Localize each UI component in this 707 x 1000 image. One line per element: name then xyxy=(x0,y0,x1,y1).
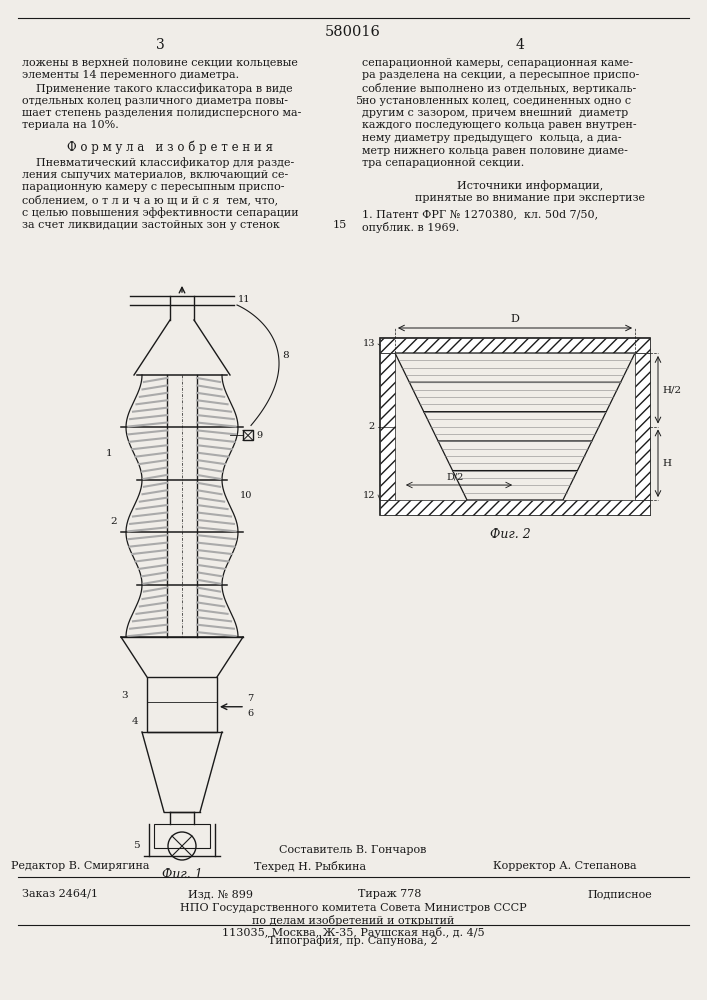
Text: принятые во внимание при экспертизе: принятые во внимание при экспертизе xyxy=(415,193,645,203)
Text: Фиг. 2: Фиг. 2 xyxy=(490,528,530,542)
Text: 113035, Москва, Ж-35, Раушская наб., д. 4/5: 113035, Москва, Ж-35, Раушская наб., д. … xyxy=(222,927,484,938)
Text: каждого последующего кольца равен внутрен-: каждого последующего кольца равен внутре… xyxy=(362,120,636,130)
Text: Составитель В. Гончаров: Составитель В. Гончаров xyxy=(279,845,427,855)
Text: 6: 6 xyxy=(247,709,253,718)
Text: Источники информации,: Источники информации, xyxy=(457,180,603,191)
Text: 10: 10 xyxy=(240,491,252,500)
Text: соблением, о т л и ч а ю щ и й с я  тем, что,: соблением, о т л и ч а ю щ и й с я тем, … xyxy=(22,194,278,205)
Text: 13: 13 xyxy=(363,340,375,349)
Text: Фиг. 1: Фиг. 1 xyxy=(162,867,202,880)
Text: ления сыпучих материалов, включающий се-: ления сыпучих материалов, включающий се- xyxy=(22,169,288,180)
Text: Ф о р м у л а   и з о б р е т е н и я: Ф о р м у л а и з о б р е т е н и я xyxy=(67,141,273,154)
Text: 580016: 580016 xyxy=(325,25,381,39)
Text: тра сепарационной секции.: тра сепарационной секции. xyxy=(362,158,525,168)
Text: собление выполнено из отдельных, вертикаль-: собление выполнено из отдельных, вертика… xyxy=(362,83,636,94)
Text: D: D xyxy=(510,314,520,324)
Text: с целью повышения эффективности сепарации: с целью повышения эффективности сепараци… xyxy=(22,207,298,218)
Text: метр нижнего кольца равен половине диаме-: метр нижнего кольца равен половине диаме… xyxy=(362,145,628,155)
Text: сепарационной камеры, сепарационная каме-: сепарационной камеры, сепарационная каме… xyxy=(362,58,633,68)
Text: Корректор А. Степанова: Корректор А. Степанова xyxy=(493,861,637,871)
Text: парационную камеру с пересыпным приспо-: парационную камеру с пересыпным приспо- xyxy=(22,182,284,192)
Text: НПО Государственного комитета Совета Министров СССР: НПО Государственного комитета Совета Мин… xyxy=(180,903,526,913)
Text: 3: 3 xyxy=(122,690,128,700)
Text: нему диаметру предыдущего  кольца, а диа-: нему диаметру предыдущего кольца, а диа- xyxy=(362,133,621,143)
Text: Заказ 2464/1: Заказ 2464/1 xyxy=(22,889,98,899)
Text: 4: 4 xyxy=(132,716,139,726)
Text: 5: 5 xyxy=(133,842,139,850)
Text: другим с зазором, причем внешний  диаметр: другим с зазором, причем внешний диаметр xyxy=(362,108,629,118)
Text: Применение такого классификатора в виде: Применение такого классификатора в виде xyxy=(22,83,293,94)
Text: териала на 10%.: териала на 10%. xyxy=(22,120,119,130)
Bar xyxy=(243,430,253,440)
Text: Тираж 778: Тираж 778 xyxy=(358,889,421,899)
Text: элементы 14 переменного диаметра.: элементы 14 переменного диаметра. xyxy=(22,70,239,81)
Text: 3: 3 xyxy=(156,38,164,52)
Text: Пневматический классификатор для разде-: Пневматический классификатор для разде- xyxy=(22,157,294,168)
Text: 4: 4 xyxy=(515,38,525,52)
Text: Типография, пр. Сапунова, 2: Типография, пр. Сапунова, 2 xyxy=(268,935,438,946)
Bar xyxy=(380,338,650,353)
Text: 1. Патент ФРГ № 1270380,  кл. 50d 7/50,: 1. Патент ФРГ № 1270380, кл. 50d 7/50, xyxy=(362,210,598,220)
Text: 7: 7 xyxy=(247,694,253,703)
Text: 8: 8 xyxy=(282,351,288,360)
Bar xyxy=(380,500,650,515)
Bar xyxy=(380,353,395,500)
Bar xyxy=(380,338,650,515)
Text: H/2: H/2 xyxy=(662,385,681,394)
Text: 12: 12 xyxy=(363,490,375,499)
Text: ра разделена на секции, а пересыпное приспо-: ра разделена на секции, а пересыпное при… xyxy=(362,70,639,81)
Text: Редактор В. Смирягина: Редактор В. Смирягина xyxy=(11,861,149,871)
Text: 2: 2 xyxy=(111,517,117,526)
Bar xyxy=(154,824,210,848)
Bar xyxy=(635,353,650,500)
Text: 1: 1 xyxy=(105,449,112,458)
Text: Подписное: Подписное xyxy=(588,889,653,899)
Text: Техред Н. Рыбкина: Техред Н. Рыбкина xyxy=(254,861,366,872)
Text: 15: 15 xyxy=(333,220,347,230)
Text: H: H xyxy=(662,459,671,468)
Text: за счет ликвидации застойных зон у стенок: за счет ликвидации застойных зон у стено… xyxy=(22,220,280,230)
Text: 11: 11 xyxy=(238,294,250,304)
Text: но установленных колец, соединенных одно с: но установленных колец, соединенных одно… xyxy=(362,96,631,105)
Text: 5: 5 xyxy=(356,96,363,105)
Bar xyxy=(147,677,217,732)
Text: 2: 2 xyxy=(369,422,375,431)
Text: Изд. № 899: Изд. № 899 xyxy=(187,889,252,899)
Text: шает степень разделения полидисперсного ма-: шает степень разделения полидисперсного … xyxy=(22,108,301,118)
Text: по делам изобретений и открытий: по делам изобретений и открытий xyxy=(252,915,454,926)
Text: ложены в верхней половине секции кольцевые: ложены в верхней половине секции кольцев… xyxy=(22,58,298,68)
Text: опублик. в 1969.: опублик. в 1969. xyxy=(362,222,460,233)
Text: D/2: D/2 xyxy=(446,472,464,481)
Text: 9: 9 xyxy=(256,431,262,440)
Text: отдельных колец различного диаметра повы-: отдельных колец различного диаметра повы… xyxy=(22,96,288,105)
